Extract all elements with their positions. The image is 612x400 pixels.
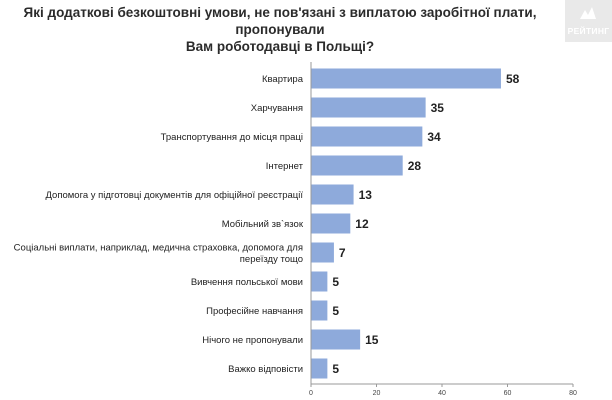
- data-label: 28: [408, 159, 422, 173]
- category-label: Професійне навчання: [206, 306, 303, 317]
- data-label: 12: [355, 217, 369, 231]
- bar: [311, 329, 361, 350]
- category-label: Вивчення польської мови: [191, 277, 303, 288]
- data-label: 5: [332, 362, 339, 376]
- category-label: Соціальні виплати, наприклад, медична ст…: [14, 242, 303, 253]
- x-tick-label: 80: [569, 390, 577, 397]
- bar: [311, 213, 351, 234]
- category-label: Квартира: [262, 74, 304, 85]
- data-label: 5: [332, 275, 339, 289]
- category-label: Допомога у підготовці документів для офі…: [46, 190, 304, 201]
- x-tick-label: 60: [504, 390, 512, 397]
- bar: [311, 300, 328, 321]
- data-label: 35: [431, 101, 445, 115]
- bar: [311, 126, 423, 147]
- chart-title-line1: Які додаткові безкоштовні умови, не пов'…: [23, 5, 537, 37]
- chart-title: Які додаткові безкоштовні умови, не пов'…: [0, 4, 560, 55]
- data-label: 5: [332, 304, 339, 318]
- logo-mark-icon: [580, 7, 596, 19]
- data-label: 7: [339, 246, 346, 260]
- rating-logo: РЕЙТИНГ: [565, 0, 612, 42]
- category-label: переїзду тощо: [240, 254, 303, 265]
- category-label: Важко відповісти: [228, 364, 303, 375]
- category-label: Нічого не пропонували: [202, 335, 303, 346]
- bar: [311, 155, 403, 176]
- category-label: Інтернет: [266, 161, 304, 172]
- bar: [311, 68, 501, 89]
- category-label: Харчування: [251, 103, 303, 114]
- data-label: 15: [365, 333, 379, 347]
- bar: [311, 184, 354, 205]
- data-label: 34: [427, 130, 441, 144]
- bar: [311, 271, 328, 292]
- category-label: Мобільний зв`язок: [222, 219, 304, 230]
- x-tick-label: 20: [373, 390, 381, 397]
- data-label: 13: [359, 188, 373, 202]
- data-label: 58: [506, 72, 520, 86]
- chart-title-line2: Вам роботодавці в Польщі?: [185, 39, 375, 54]
- x-tick-label: 40: [438, 390, 446, 397]
- bar: [311, 358, 328, 379]
- x-tick-label: 0: [309, 390, 313, 397]
- logo-text: РЕЙТИНГ: [567, 26, 610, 36]
- bar: [311, 97, 426, 118]
- bar: [311, 242, 334, 263]
- category-label: Транспортування до місця праці: [161, 132, 303, 143]
